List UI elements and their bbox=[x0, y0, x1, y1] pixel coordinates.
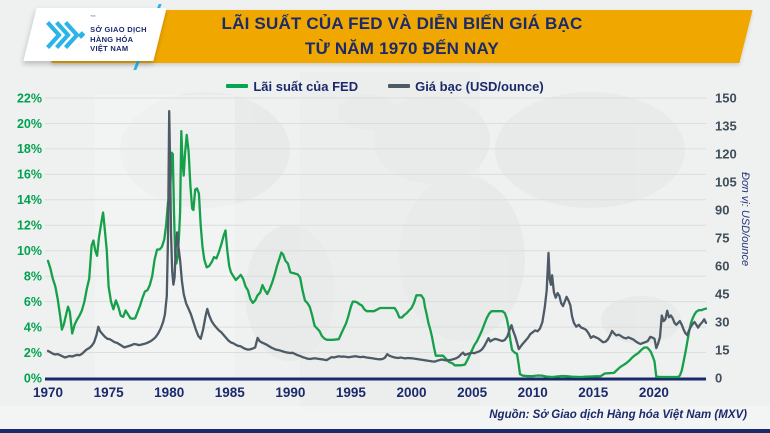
svg-text:2005: 2005 bbox=[457, 385, 488, 400]
fed-line-swatch bbox=[226, 84, 249, 88]
svg-text:4%: 4% bbox=[24, 320, 42, 334]
mxv-logo-text: ™ SỞ GIAO DỊCH HÀNG HÓA VIỆT NAM bbox=[90, 15, 147, 54]
svg-text:60: 60 bbox=[715, 259, 729, 274]
svg-text:75: 75 bbox=[715, 231, 729, 246]
svg-text:6%: 6% bbox=[24, 295, 42, 309]
silver-line-swatch bbox=[388, 84, 411, 88]
fed-legend-label: Lãi suất của FED bbox=[253, 78, 359, 94]
x-axis-labels: 1970 1975 1980 1985 1990 1995 2000 2005 2010 2015… bbox=[33, 385, 669, 400]
svg-text:12%: 12% bbox=[17, 219, 42, 233]
silver-price-line bbox=[46, 109, 708, 363]
svg-text:18%: 18% bbox=[17, 142, 42, 156]
legend-item-fed: Lãi suất của FED bbox=[226, 79, 358, 94]
source-note: Nguồn: Sở Giao dịch Hàng hóa Việt Nam (M… bbox=[489, 409, 747, 421]
svg-text:2020: 2020 bbox=[639, 385, 669, 400]
svg-text:2000: 2000 bbox=[396, 385, 426, 400]
svg-text:16%: 16% bbox=[17, 168, 42, 182]
svg-text:1980: 1980 bbox=[154, 385, 184, 400]
legend: Lãi suất của FED Giá bạc (USD/ounce) bbox=[0, 78, 770, 94]
legend-item-silver: Giá bạc (USD/ounce) bbox=[388, 79, 544, 94]
svg-text:1975: 1975 bbox=[94, 385, 125, 400]
svg-text:2015: 2015 bbox=[578, 385, 609, 400]
svg-text:135: 135 bbox=[715, 119, 737, 134]
chart-title-line1: LÃI SUẤT CỦA FED VÀ DIỄN BIẾN GIÁ BẠC bbox=[221, 13, 583, 33]
svg-text:15: 15 bbox=[715, 343, 729, 358]
chart-title-line2: TỪ NĂM 1970 ĐẾN NAY bbox=[305, 38, 499, 58]
svg-text:20%: 20% bbox=[17, 117, 42, 131]
gridlines bbox=[45, 97, 706, 353]
logo-line2: HÀNG HÓA bbox=[90, 34, 134, 44]
right-axis-unit-label: Đơn vị: USD/ounce bbox=[739, 172, 751, 267]
svg-text:0: 0 bbox=[715, 371, 722, 386]
svg-text:150: 150 bbox=[715, 91, 737, 106]
svg-text:90: 90 bbox=[715, 203, 729, 218]
logo-line3: VIỆT NAM bbox=[90, 44, 129, 54]
mxv-logo: ™ SỞ GIAO DỊCH HÀNG HÓA VIỆT NAM bbox=[23, 8, 167, 61]
right-axis-labels: 0 15 30 45 60 75 90 105 120 135 150 bbox=[715, 91, 737, 386]
svg-text:0%: 0% bbox=[24, 371, 42, 385]
silver-legend-label: Giá bạc (USD/ounce) bbox=[415, 78, 544, 94]
svg-text:1985: 1985 bbox=[215, 385, 246, 400]
svg-text:2%: 2% bbox=[24, 346, 42, 360]
svg-text:2010: 2010 bbox=[518, 385, 548, 400]
svg-text:120: 120 bbox=[715, 147, 737, 162]
svg-text:105: 105 bbox=[715, 175, 737, 190]
svg-text:30: 30 bbox=[715, 315, 729, 330]
fed-rate-line bbox=[46, 129, 708, 379]
mxv-logo-icon bbox=[46, 20, 86, 49]
svg-text:1990: 1990 bbox=[275, 385, 305, 400]
logo-line1: SỞ GIAO DỊCH bbox=[90, 24, 147, 34]
svg-text:14%: 14% bbox=[17, 193, 42, 207]
svg-text:8%: 8% bbox=[24, 270, 42, 284]
trademark-symbol: ™ bbox=[90, 15, 97, 21]
bottom-accent-bar bbox=[0, 429, 770, 433]
left-axis-labels: 0% 2% 4% 6% 8% 10% 12% 14% 16% 18% 20% 22% bbox=[17, 91, 42, 385]
svg-text:45: 45 bbox=[715, 287, 729, 302]
svg-text:10%: 10% bbox=[17, 244, 42, 258]
svg-text:1995: 1995 bbox=[336, 385, 367, 400]
svg-text:22%: 22% bbox=[17, 91, 42, 105]
svg-text:1970: 1970 bbox=[33, 385, 63, 400]
